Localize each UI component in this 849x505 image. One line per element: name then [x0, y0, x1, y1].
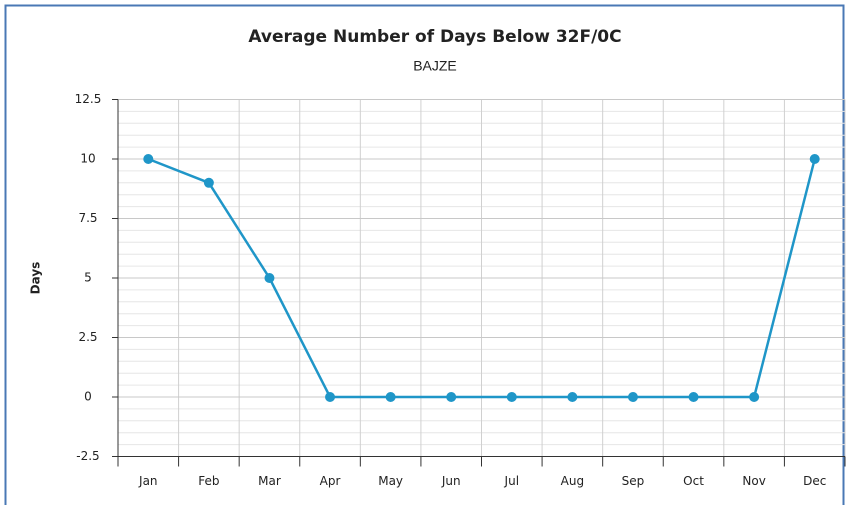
y-tick-label: -2.5 [76, 449, 99, 463]
chart-title: Average Number of Days Below 32F/0C [248, 27, 621, 47]
y-tick-label: 7.5 [78, 211, 97, 225]
x-tick-label: Jun [441, 474, 461, 488]
x-tick-label: Jan [138, 474, 158, 488]
point [446, 392, 457, 402]
x-tick-label: Apr [320, 474, 341, 488]
x-tick-label: May [378, 474, 403, 488]
y-tick-label: 0 [84, 390, 92, 404]
x-tick-label: Feb [198, 474, 219, 488]
x-tick-label: Dec [803, 474, 826, 488]
point [264, 273, 275, 283]
x-tick-label: Oct [683, 474, 704, 488]
x-tick-label: Aug [561, 474, 584, 488]
y-tick-label: 10 [80, 152, 95, 166]
point [143, 154, 154, 164]
frame [4, 4, 845, 505]
y-tick-label: 5 [84, 271, 92, 285]
y-tick-label: 2.5 [78, 330, 97, 344]
point [749, 392, 760, 402]
point [203, 177, 214, 188]
point [567, 392, 578, 402]
point [385, 392, 396, 402]
x-tick-label: Sep [622, 474, 645, 488]
line [147, 157, 816, 399]
point [688, 392, 699, 402]
y-tick-label: 12.5 [75, 92, 102, 106]
point [325, 392, 336, 402]
point [627, 392, 638, 402]
y-axis-label: Days [29, 262, 43, 295]
x-tick-label: Nov [742, 474, 765, 488]
point [809, 154, 820, 164]
x-tick-label: Mar [258, 474, 281, 488]
x-tick-label: Jul [504, 474, 519, 488]
chart-subtitle: BAJZE [413, 58, 457, 74]
point [506, 392, 517, 402]
